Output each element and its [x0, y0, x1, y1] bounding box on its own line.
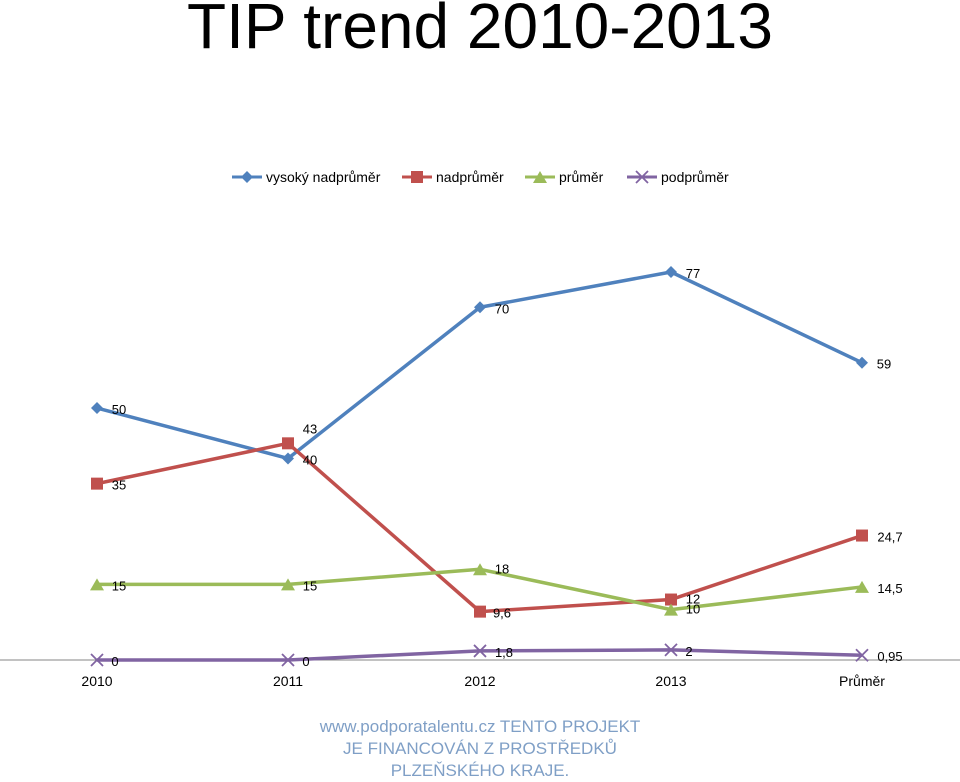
- data-point: [855, 580, 869, 593]
- x-tick-label: Průměr: [839, 673, 885, 689]
- data-label: 0: [302, 654, 309, 669]
- data-label: 24,7: [877, 530, 902, 545]
- data-label: 15: [303, 578, 317, 593]
- data-point: [474, 605, 486, 618]
- data-point: [282, 452, 294, 465]
- data-point: [856, 529, 868, 542]
- legend-marker-x: [635, 170, 649, 184]
- legend-marker-diamond: [241, 171, 253, 183]
- data-point: [664, 603, 678, 616]
- series-line: [96, 270, 863, 461]
- data-label: 70: [495, 301, 509, 316]
- data-point: [855, 648, 869, 662]
- data-label: 0: [111, 654, 118, 669]
- data-label: 77: [686, 266, 700, 281]
- data-label: 50: [112, 402, 126, 417]
- data-point: [473, 644, 487, 658]
- series-line: [96, 441, 863, 614]
- data-point: [91, 477, 103, 490]
- data-point: [91, 402, 103, 415]
- data-label: 1,8: [495, 645, 513, 660]
- x-tick-label: 2010: [81, 673, 112, 689]
- data-label: 15: [112, 578, 126, 593]
- x-axis-tick-labels: 2010 2011 2012 2013 Průměr: [81, 673, 885, 689]
- data-point: [664, 643, 678, 657]
- data-point: [90, 653, 104, 667]
- data-label: 40: [303, 452, 317, 467]
- x-tick-label: 2011: [273, 673, 303, 689]
- chart-title: TIP trend 2010-2013: [187, 0, 773, 62]
- data-point: [856, 356, 868, 369]
- data-label: 35: [112, 478, 126, 493]
- legend-marker-triangle: [533, 171, 547, 183]
- data-point: [90, 578, 104, 591]
- legend-label: podprůměr: [661, 169, 729, 185]
- footer-text: www.podporatalentu.cz TENTO PROJEKT JE F…: [319, 717, 641, 780]
- data-label: 10: [686, 602, 700, 617]
- x-tick-label: 2012: [464, 673, 495, 689]
- data-label: 14,5: [877, 581, 902, 596]
- chart-data-labels: 50 40 70 77 59 35 43 9,6 12 24,7 15 15 18 10 14,5 0 0 1,8…: [111, 266, 902, 669]
- x-tick-label: 2013: [655, 673, 686, 689]
- chart-series: [90, 266, 869, 667]
- data-point: [282, 437, 294, 450]
- legend-label: nadprůměr: [436, 169, 504, 185]
- data-label: 18: [495, 561, 509, 576]
- data-point: [665, 266, 677, 278]
- data-point: [281, 578, 295, 591]
- data-label: 2: [685, 644, 692, 659]
- data-point: [281, 653, 295, 667]
- legend-marker-square: [411, 171, 423, 183]
- legend-label: průměr: [559, 169, 604, 185]
- data-label: 12: [686, 592, 700, 607]
- legend-label: vysoký nadprůměr: [266, 169, 381, 185]
- data-point: [473, 563, 487, 576]
- data-point: [474, 301, 486, 314]
- data-label: 0,95: [877, 649, 902, 664]
- data-label: 43: [303, 421, 317, 436]
- data-point: [665, 593, 677, 606]
- data-label: 59: [877, 357, 891, 372]
- chart-legend: vysoký nadprůměr nadprůměr průměr podprůměr: [232, 169, 729, 185]
- data-label: 9,6: [493, 606, 511, 621]
